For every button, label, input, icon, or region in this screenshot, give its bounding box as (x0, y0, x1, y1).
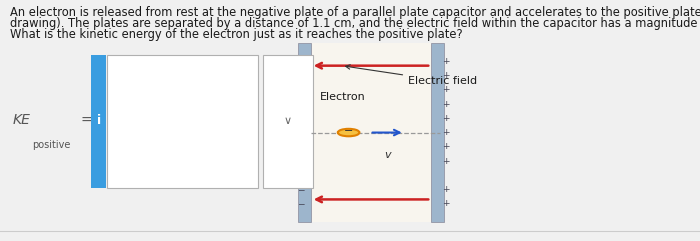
Text: What is the kinetic energy of the electron just as it reaches the positive plate: What is the kinetic energy of the electr… (10, 28, 463, 41)
Text: Electric field: Electric field (346, 65, 477, 86)
Text: +: + (442, 142, 449, 151)
Text: ∨: ∨ (284, 115, 292, 126)
Text: +: + (442, 85, 449, 94)
Text: +: + (442, 199, 449, 208)
Circle shape (338, 129, 359, 136)
Text: +: + (442, 128, 449, 137)
Text: +: + (442, 114, 449, 123)
Text: −: − (298, 71, 304, 80)
Text: drawing). The plates are separated by a distance of 1.1 cm, and the electric fie: drawing). The plates are separated by a … (10, 17, 700, 30)
Text: −: − (298, 114, 304, 123)
Text: −: − (298, 142, 304, 151)
Bar (311, 43, 431, 222)
Bar (107, 55, 258, 188)
Text: positive: positive (32, 140, 71, 150)
Text: −: − (344, 126, 354, 136)
Bar (298, 43, 311, 222)
Text: −: − (298, 57, 304, 66)
Text: +: + (442, 57, 449, 66)
Text: −: − (298, 185, 304, 194)
Text: +: + (442, 185, 449, 194)
Text: −: − (298, 85, 304, 94)
Text: +: + (442, 157, 449, 166)
Text: −: − (298, 100, 304, 108)
Text: −: − (298, 157, 304, 166)
Text: +: + (442, 71, 449, 80)
Bar (431, 43, 444, 222)
Text: An electron is released from rest at the negative plate of a parallel plate capa: An electron is released from rest at the… (10, 6, 700, 19)
Text: =: = (80, 114, 92, 127)
Text: Electron: Electron (320, 92, 366, 102)
Text: KE: KE (13, 114, 31, 127)
Text: +: + (442, 100, 449, 108)
Text: i: i (97, 114, 101, 127)
Text: −: − (298, 199, 304, 208)
Text: v: v (384, 150, 391, 160)
Text: −: − (298, 128, 304, 137)
Bar (91, 55, 106, 188)
Bar (262, 55, 313, 188)
